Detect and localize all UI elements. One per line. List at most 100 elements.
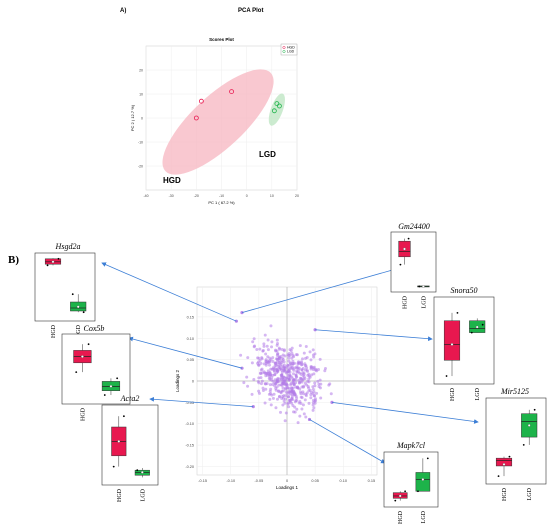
loading-point <box>257 376 261 380</box>
loading-point <box>281 403 285 407</box>
boxplot-point <box>456 311 459 314</box>
loading-point <box>289 349 293 353</box>
loading-point <box>252 377 256 381</box>
scores-x-tick-label: -40 <box>143 194 148 198</box>
scores-x-tick-label: -20 <box>194 194 199 198</box>
loading-point <box>264 352 268 356</box>
loading-point <box>266 348 270 352</box>
loading-point <box>300 357 304 361</box>
loading-point <box>286 395 290 399</box>
loading-point <box>316 379 320 383</box>
boxplot-mean <box>81 355 84 358</box>
loading-point <box>302 384 306 388</box>
loading-point <box>264 363 268 367</box>
boxplot-gene-title: Gm24400 <box>398 222 430 231</box>
boxplot-point <box>481 323 484 326</box>
loadings-y-tick-label: -0.05 <box>185 401 194 405</box>
loading-point <box>290 356 294 360</box>
arrow-mir5125 <box>331 401 479 424</box>
loading-point <box>281 377 285 381</box>
loading-point <box>277 377 281 381</box>
loading-point <box>269 367 273 371</box>
loading-point <box>286 402 290 406</box>
loading-point <box>279 391 283 395</box>
loading-point <box>314 399 318 403</box>
boxplot-point <box>533 408 536 411</box>
boxplot-category-label: HGD <box>450 387 456 401</box>
loading-point <box>274 348 278 352</box>
scores-point-lgd <box>276 103 282 109</box>
loading-point <box>270 345 274 349</box>
loading-point <box>281 386 285 390</box>
panel-b-label: B) <box>8 254 19 266</box>
loading-point <box>292 391 296 395</box>
scores-point-hgd <box>198 98 204 104</box>
loading-point <box>277 395 281 399</box>
scores-y-tick-label: -20 <box>138 165 143 169</box>
boxplot-mean <box>450 343 454 346</box>
boxplot-point <box>399 263 402 266</box>
loading-point <box>242 381 246 385</box>
scores-y-label: PC 2 ( 12.7 %) <box>130 104 135 131</box>
boxplot-point <box>57 257 60 260</box>
loading-point <box>329 392 333 396</box>
loading-point <box>304 415 308 419</box>
boxplot-point <box>75 371 78 373</box>
boxplot-point <box>136 469 139 472</box>
boxplot-hsgd2a: Hsgd2a HGD LGD <box>34 242 96 338</box>
loading-point <box>269 387 273 391</box>
loading-point <box>300 363 304 367</box>
loading-point <box>307 389 311 393</box>
loading-point <box>287 378 291 382</box>
boxplot-category-label: LGD <box>475 387 481 400</box>
boxplot-gene-title: Acta2 <box>120 394 140 403</box>
loading-point <box>305 391 309 395</box>
loading-point <box>313 401 317 405</box>
scores-x-tick-label: -10 <box>219 194 224 198</box>
boxplot-point <box>522 444 525 446</box>
boxplot-box-hgd <box>495 457 513 467</box>
loading-point <box>277 356 281 360</box>
lgd-ellipse <box>268 93 285 126</box>
loading-point <box>269 403 273 407</box>
loading-point <box>301 392 305 396</box>
loading-point <box>263 401 267 405</box>
loading-point <box>300 368 304 372</box>
loading-point <box>246 356 250 360</box>
loading-point <box>311 348 315 352</box>
loading-point <box>298 400 302 404</box>
arrow-cox5b <box>128 336 243 369</box>
loading-point <box>245 375 249 379</box>
boxplot-mean <box>140 471 144 474</box>
loading-point <box>285 383 289 387</box>
loading-point <box>268 356 272 360</box>
loading-point <box>270 340 274 344</box>
loading-point <box>296 421 300 425</box>
arrow-hsgd2a <box>101 262 237 322</box>
panel-a-label: A) <box>120 8 126 14</box>
arrow-acta2 <box>149 396 254 408</box>
loading-point <box>307 374 311 378</box>
loading-point <box>281 353 285 357</box>
loading-point <box>294 378 298 382</box>
loading-point <box>260 357 264 361</box>
loading-point <box>250 361 254 365</box>
loading-point <box>282 363 286 367</box>
boxplot-point <box>82 311 85 314</box>
loading-point <box>261 386 265 390</box>
loading-point <box>296 370 300 374</box>
boxplot-point <box>407 237 410 240</box>
loadings-x-tick-label: -0.10 <box>226 479 235 483</box>
boxplot-point <box>508 455 511 458</box>
loading-point <box>284 411 288 415</box>
loading-point <box>300 396 304 400</box>
boxplot-gene-title: Mir5125 <box>500 387 529 396</box>
loading-point <box>276 379 280 383</box>
loading-point <box>272 392 276 396</box>
boxplot-frame <box>433 296 495 385</box>
scores-point-hgd <box>193 115 199 121</box>
boxplot-mean <box>76 305 80 309</box>
loading-point <box>280 374 284 378</box>
loading-point <box>264 360 268 364</box>
